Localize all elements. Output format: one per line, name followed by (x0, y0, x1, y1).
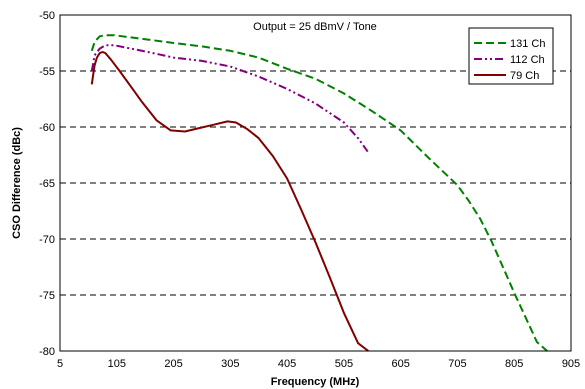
x-tick-label: 205 (164, 358, 182, 370)
series-layer (90, 34, 548, 352)
y-tick-label: -80 (39, 346, 55, 358)
series-line-131-ch (90, 34, 548, 352)
x-tick-label: 5 (57, 358, 63, 370)
legend-label-79-ch: 79 Ch (510, 70, 539, 82)
x-tick-label: 105 (108, 358, 126, 370)
x-tick-label: 805 (505, 358, 523, 370)
x-tick-label: 305 (221, 358, 239, 370)
y-tick-label: -75 (39, 290, 55, 302)
x-tick-label: 505 (335, 358, 353, 370)
x-tick-label: 405 (278, 358, 296, 370)
tick-labels: 5 105 205 305 405 505 605 705 805 905 -50 -55 -60 -65… (39, 10, 580, 370)
x-axis-title: Frequency (MHz) (271, 376, 360, 388)
x-tick-label: 605 (391, 358, 409, 370)
plot-border (59, 14, 572, 352)
y-tick-label: -50 (39, 10, 55, 22)
y-tick-label: -65 (39, 178, 55, 190)
legend-label-131-ch: 131 Ch (510, 38, 545, 50)
legend: 131 Ch 112 Ch 79 Ch (468, 27, 554, 85)
series-line-79-ch (90, 51, 369, 352)
series-line-112-ch (90, 44, 369, 153)
y-tick-label: -70 (39, 234, 55, 246)
x-tick-label: 905 (562, 358, 580, 370)
y-tick-label: -60 (39, 122, 55, 134)
y-axis-title: CSO Difference (dBc) (11, 127, 23, 239)
x-tick-label: 705 (448, 358, 466, 370)
legend-label-112-ch: 112 Ch (510, 54, 545, 66)
y-tick-label: -55 (39, 66, 55, 78)
chart-annotation: Output = 25 dBmV / Tone (253, 21, 377, 33)
